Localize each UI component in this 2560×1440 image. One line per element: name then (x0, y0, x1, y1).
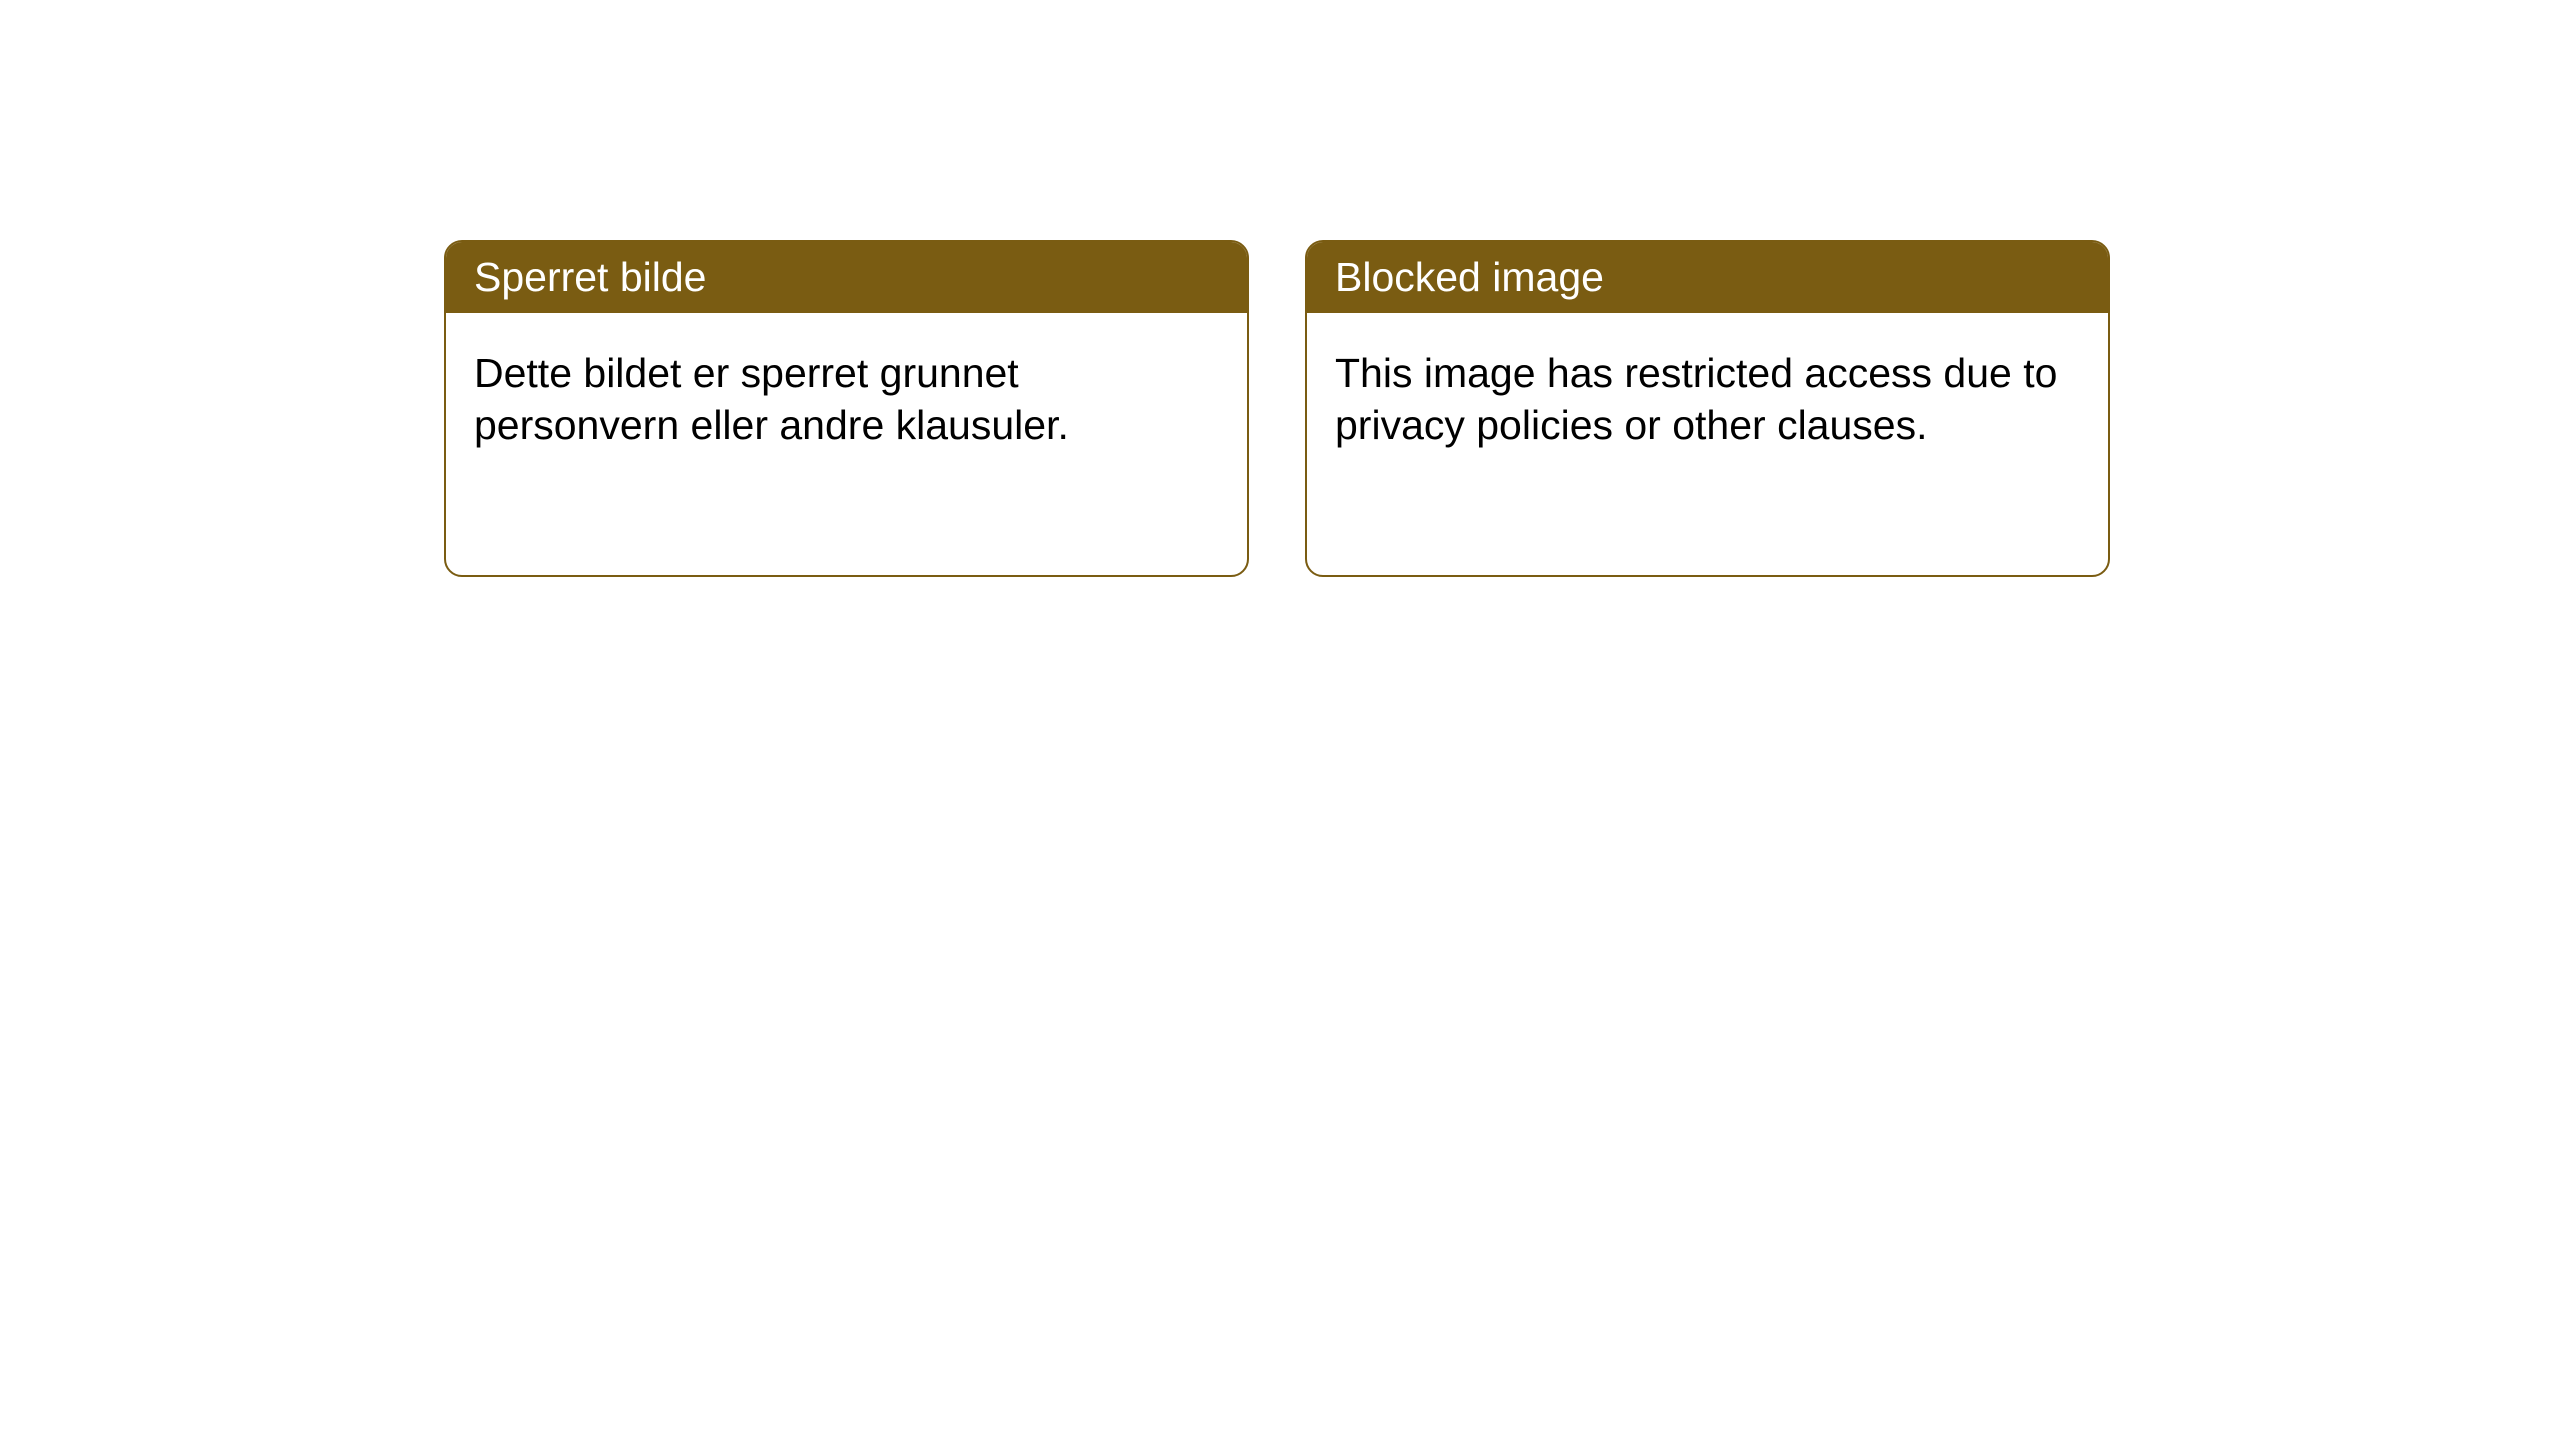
card-header-en: Blocked image (1307, 242, 2108, 313)
card-title-no: Sperret bilde (474, 254, 706, 300)
card-body-text-no: Dette bildet er sperret grunnet personve… (474, 350, 1069, 448)
card-body-text-en: This image has restricted access due to … (1335, 350, 2057, 448)
blocked-image-card-no: Sperret bilde Dette bildet er sperret gr… (444, 240, 1249, 577)
card-body-no: Dette bildet er sperret grunnet personve… (446, 313, 1247, 486)
notice-cards-container: Sperret bilde Dette bildet er sperret gr… (444, 240, 2560, 577)
card-header-no: Sperret bilde (446, 242, 1247, 313)
card-title-en: Blocked image (1335, 254, 1604, 300)
blocked-image-card-en: Blocked image This image has restricted … (1305, 240, 2110, 577)
card-body-en: This image has restricted access due to … (1307, 313, 2108, 486)
